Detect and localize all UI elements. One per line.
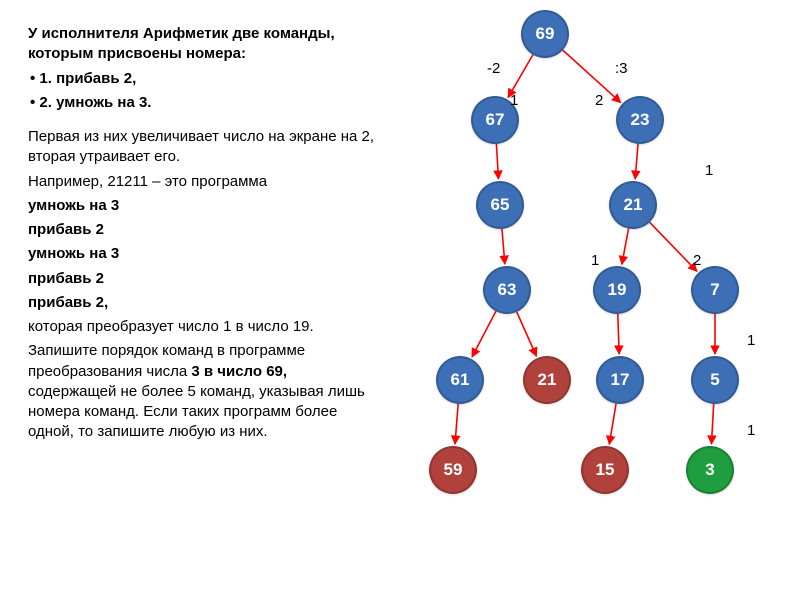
tree-node-17: 17: [596, 356, 644, 404]
tree-edge: [609, 404, 616, 445]
p4b: 3 в число 69,: [191, 363, 287, 380]
p2: Например, 21211 – это программа: [28, 172, 378, 192]
p4: Запишите порядок команд в программе прео…: [28, 341, 378, 442]
tree-node-15: 15: [581, 446, 629, 494]
tree-node-23: 23: [616, 96, 664, 144]
tree-node-59: 59: [429, 446, 477, 494]
tree-edge: [496, 144, 498, 179]
edge-label: 1: [747, 332, 755, 349]
tree-node-19: 19: [593, 266, 641, 314]
tree-node-63: 63: [483, 266, 531, 314]
edge-label: 1: [747, 422, 755, 439]
p3: которая преобразует число 1 в число 19.: [28, 317, 378, 337]
tree-edge: [563, 50, 621, 102]
tree-node-7: 7: [691, 266, 739, 314]
edge-label: -2: [487, 60, 500, 77]
line1: умножь на 3: [28, 196, 378, 216]
cmd1: • 1. прибавь 2,: [30, 69, 378, 89]
edge-label: 1: [705, 162, 713, 179]
edge-label: 1: [510, 92, 518, 109]
tree-diagram: 696723652163197612117559153 -2:31211211: [395, 10, 795, 590]
tree-edge: [618, 314, 619, 354]
line2: прибавь 2: [28, 220, 378, 240]
tree-node-3: 3: [686, 446, 734, 494]
intro: У исполнителя Арифметик две команды, кот…: [28, 24, 378, 65]
cmd2: • 2. умножь на 3.: [30, 93, 378, 113]
p4c: содержащей не более 5 команд, указывая л…: [28, 383, 365, 441]
tree-node-65: 65: [476, 181, 524, 229]
line4: прибавь 2: [28, 269, 378, 289]
tree-node-5: 5: [691, 356, 739, 404]
edge-label: 1: [591, 252, 599, 269]
tree-node-61: 61: [436, 356, 484, 404]
tree-edge: [635, 144, 638, 179]
tree-edge: [517, 312, 537, 356]
tree-edge: [455, 404, 458, 444]
line3: умножь на 3: [28, 244, 378, 264]
edge-label: 2: [693, 252, 701, 269]
tree-edge: [650, 222, 697, 271]
tree-edge: [711, 404, 713, 444]
edge-label: 2: [595, 92, 603, 109]
line5: прибавь 2,: [28, 293, 378, 313]
tree-node-21: 21: [523, 356, 571, 404]
problem-text: У исполнителя Арифметик две команды, кот…: [28, 24, 378, 447]
tree-node-69: 69: [521, 10, 569, 58]
tree-edge: [502, 229, 505, 264]
tree-node-21: 21: [609, 181, 657, 229]
edge-label: :3: [615, 60, 628, 77]
p1: Первая из них увеличивает число на экран…: [28, 127, 378, 168]
tree-edge: [622, 229, 629, 265]
tree-edge: [472, 311, 496, 357]
